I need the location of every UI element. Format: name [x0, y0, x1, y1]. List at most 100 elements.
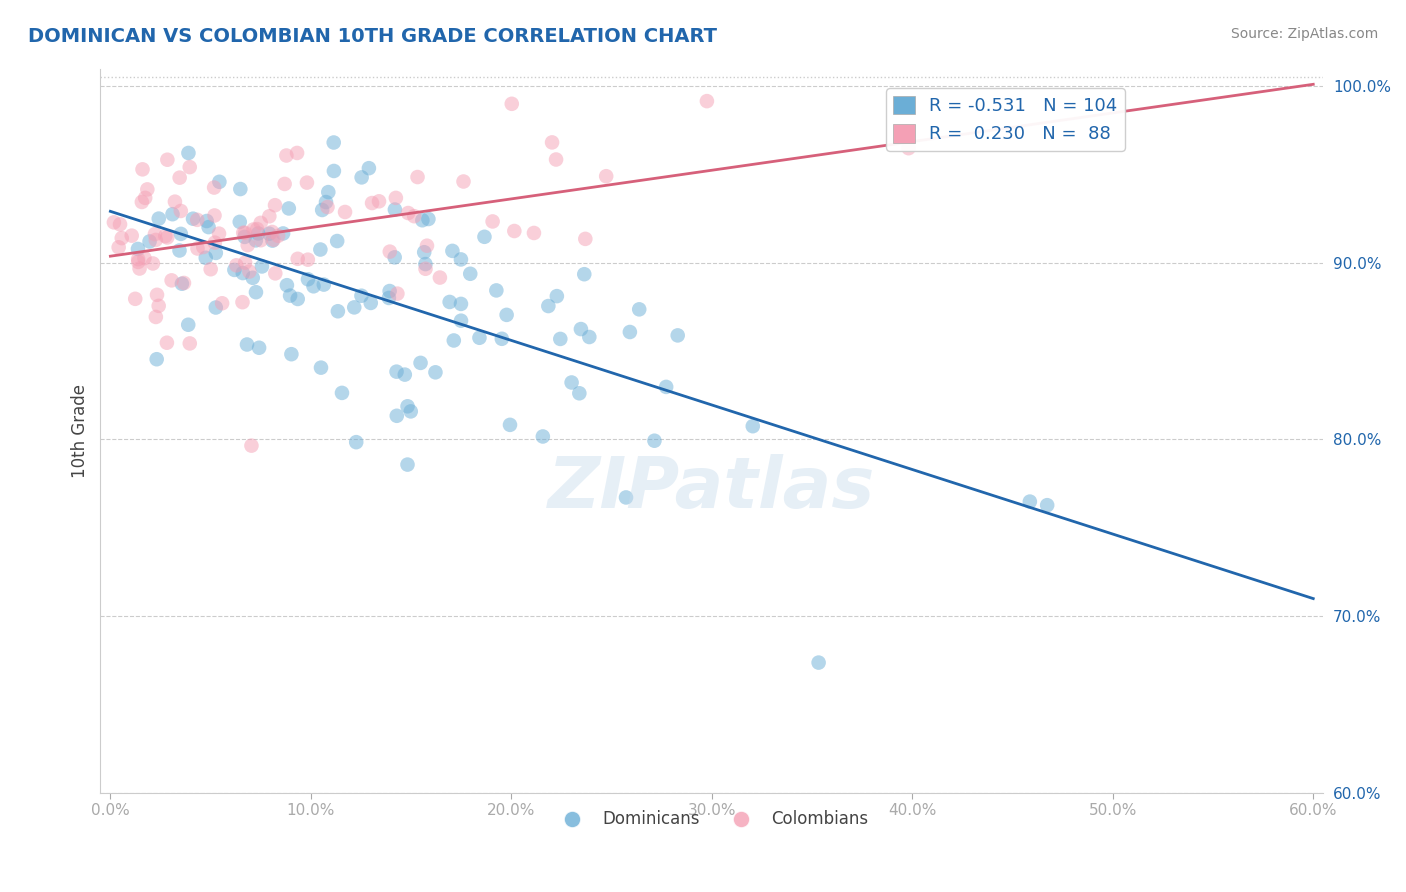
- Point: [156, 153, 179, 167]
- Point: [245, 233, 267, 247]
- Point: [247, 341, 270, 355]
- Point: [378, 284, 401, 298]
- Point: [384, 251, 406, 265]
- Point: [350, 170, 373, 185]
- Point: [128, 261, 150, 276]
- Point: [316, 185, 339, 199]
- Point: [131, 162, 153, 177]
- Point: [643, 434, 665, 448]
- Point: [162, 207, 184, 221]
- Point: [263, 233, 285, 247]
- Point: [322, 136, 344, 150]
- Point: [238, 264, 260, 278]
- Point: [250, 260, 273, 274]
- Point: [280, 347, 302, 361]
- Point: [406, 169, 429, 184]
- Point: [179, 160, 201, 174]
- Point: [264, 266, 287, 280]
- Point: [142, 256, 165, 270]
- Y-axis label: 10th Grade: 10th Grade: [72, 384, 89, 477]
- Point: [499, 417, 522, 432]
- Point: [384, 202, 406, 217]
- Point: [200, 262, 222, 277]
- Point: [531, 429, 554, 443]
- Point: [245, 285, 267, 300]
- Point: [163, 194, 186, 209]
- Point: [413, 245, 436, 260]
- Point: [394, 368, 416, 382]
- Point: [387, 286, 409, 301]
- Point: [378, 244, 401, 259]
- Point: [156, 230, 179, 244]
- Point: [247, 227, 270, 241]
- Point: [232, 266, 254, 280]
- Point: [242, 270, 264, 285]
- Point: [595, 169, 617, 184]
- Point: [415, 257, 437, 271]
- Point: [195, 214, 218, 228]
- Point: [696, 94, 718, 108]
- Point: [276, 148, 298, 162]
- Point: [278, 288, 301, 302]
- Point: [550, 332, 572, 346]
- Point: [111, 231, 134, 245]
- Text: DOMINICAN VS COLOMBIAN 10TH GRADE CORRELATION CHART: DOMINICAN VS COLOMBIAN 10TH GRADE CORREL…: [28, 27, 717, 45]
- Point: [155, 229, 177, 244]
- Point: [170, 204, 193, 219]
- Point: [544, 153, 567, 167]
- Point: [333, 205, 356, 219]
- Point: [224, 263, 246, 277]
- Point: [404, 209, 426, 223]
- Point: [121, 228, 143, 243]
- Point: [233, 230, 256, 244]
- Point: [1018, 494, 1040, 508]
- Point: [145, 352, 167, 367]
- Point: [131, 194, 153, 209]
- Point: [418, 212, 440, 227]
- Point: [416, 238, 439, 252]
- Point: [297, 272, 319, 286]
- Point: [202, 180, 225, 194]
- Point: [146, 288, 169, 302]
- Point: [311, 202, 333, 217]
- Point: [330, 385, 353, 400]
- Point: [233, 226, 256, 240]
- Point: [574, 232, 596, 246]
- Point: [322, 164, 344, 178]
- Point: [138, 235, 160, 249]
- Point: [453, 174, 475, 188]
- Point: [108, 217, 131, 231]
- Point: [287, 292, 309, 306]
- Point: [134, 251, 156, 265]
- Point: [143, 227, 166, 241]
- Point: [411, 213, 433, 227]
- Text: Source: ZipAtlas.com: Source: ZipAtlas.com: [1230, 27, 1378, 41]
- Point: [396, 206, 419, 220]
- Point: [396, 458, 419, 472]
- Point: [103, 215, 125, 229]
- Point: [204, 246, 226, 260]
- Point: [236, 238, 259, 252]
- Point: [169, 244, 191, 258]
- Point: [385, 365, 408, 379]
- Point: [316, 200, 339, 214]
- Point: [160, 273, 183, 287]
- Point: [208, 175, 231, 189]
- Point: [173, 276, 195, 290]
- Point: [225, 258, 247, 272]
- Point: [481, 214, 503, 228]
- Point: [145, 233, 167, 247]
- Point: [569, 322, 592, 336]
- Point: [396, 399, 419, 413]
- Legend: Dominicans, Colombians: Dominicans, Colombians: [548, 804, 875, 835]
- Point: [127, 255, 149, 269]
- Point: [229, 215, 252, 229]
- Point: [124, 292, 146, 306]
- Point: [277, 202, 299, 216]
- Point: [134, 191, 156, 205]
- Point: [233, 255, 256, 269]
- Point: [246, 222, 269, 236]
- Point: [148, 299, 170, 313]
- Point: [491, 332, 513, 346]
- Point: [541, 136, 564, 150]
